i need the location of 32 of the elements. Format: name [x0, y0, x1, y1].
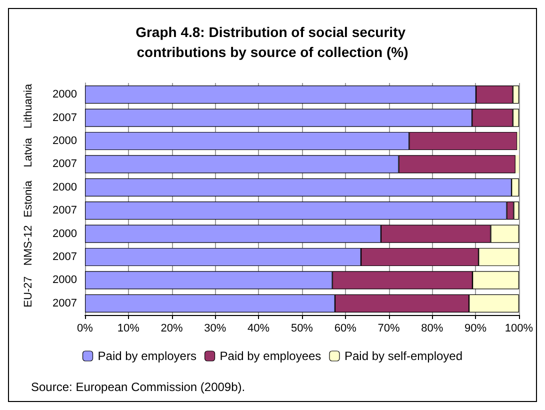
legend-label: Paid by employees — [220, 349, 322, 363]
y-tick-label: 2007 — [52, 297, 77, 310]
x-tick-label: 70% — [378, 322, 400, 334]
y-tick-label: 2000 — [52, 135, 77, 147]
y-tick-label: 2007 — [52, 112, 77, 124]
text: EU-27 — [22, 276, 34, 308]
bar — [515, 155, 519, 174]
x-tick-label: 60% — [334, 322, 357, 334]
x-tick-label: 40% — [248, 322, 270, 334]
x-tick-label: 20% — [160, 322, 184, 334]
chart-title: Graph 4.8: Distribution of social security contributions by source of collection (%) — [136, 24, 410, 60]
x-tick-label: 30% — [204, 322, 226, 334]
text: NMS-12 — [22, 225, 34, 266]
legend-label: Paid by employers — [98, 349, 196, 363]
x-tick-label: 0% — [77, 322, 94, 334]
y-tick-label: 2000 — [52, 228, 77, 240]
x-tick-label: 10% — [117, 322, 140, 334]
x-tick-label: 90% — [464, 322, 487, 334]
x-tick-label: 50% — [290, 322, 314, 334]
text: Lithuania — [22, 82, 34, 129]
legend-label: Paid by self-employed — [344, 349, 463, 363]
text: Latvia — [22, 137, 34, 168]
y-tick-label: 2007 — [52, 251, 77, 263]
x-tick-label: 80% — [421, 322, 444, 334]
source-note: Source: European Commission (2009b). — [31, 380, 246, 394]
y-tick-label: 2007 — [52, 158, 77, 170]
y-tick-label: 2007 — [52, 204, 77, 217]
y-tick-label: 2000 — [52, 274, 77, 286]
text: Estonia — [22, 180, 34, 218]
y-tick-label: 2000 — [52, 181, 77, 194]
y-tick-label: 2000 — [52, 88, 77, 101]
x-tick-label: 100% — [504, 322, 534, 334]
